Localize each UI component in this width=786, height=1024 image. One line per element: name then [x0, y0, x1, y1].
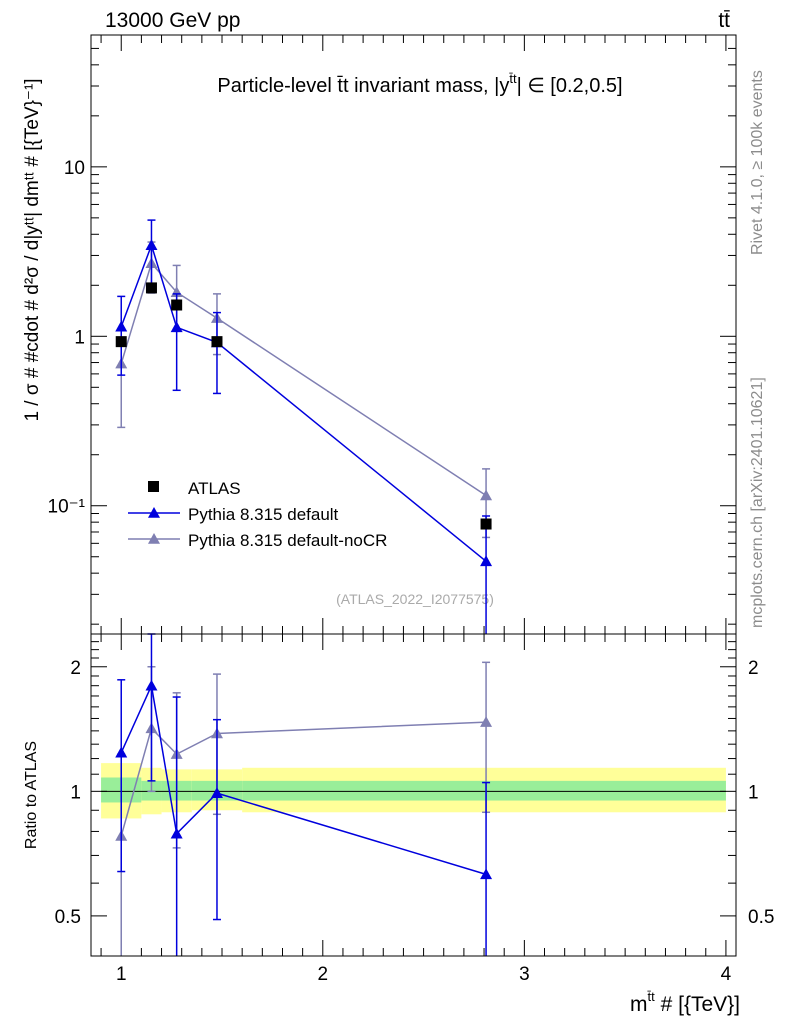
x-tick-label: 2: [318, 964, 329, 985]
main-panel: 10⁻¹ 1 10 Particle-level t̄t invariant mas…: [22, 34, 737, 635]
data-point: [210, 787, 223, 798]
ratio-y-tick-label: 1: [70, 782, 81, 803]
y-tick-label: 1: [74, 327, 85, 348]
data-point: [480, 555, 493, 567]
main-y-axis-label: 1 / σ # #cdot # d²σ / d|yᵗᵗ| dmᵗᵗ # [{Te…: [22, 78, 43, 421]
series-pythia-8-315-default-nocr: [115, 241, 493, 539]
y-tick-label: 10⁻¹: [48, 497, 86, 518]
ratio-y-axis-label: Ratio to ATLAS: [23, 741, 40, 849]
legend-label: Pythia 8.315 default-noCR: [188, 531, 387, 550]
series-pythia-8-315-default: [115, 633, 493, 956]
data-point: [171, 299, 183, 311]
data-point: [480, 489, 493, 501]
legend-label: Pythia 8.315 default: [188, 505, 339, 524]
data-point: [115, 746, 128, 758]
series-pythia-8-315-default: [115, 219, 493, 634]
ratio-y-tick-label-right: 0.5: [748, 907, 774, 928]
x-tick-label: 3: [519, 964, 530, 985]
x-axis-label: mt̄t # [{TeV}]: [630, 989, 740, 1016]
ratio-frame: [90, 633, 737, 957]
x-tick-label: 1: [116, 964, 127, 985]
header-right: tt̄: [718, 9, 730, 32]
header-left: 13000 GeV pp: [105, 9, 240, 32]
ratio-panel: 0.5 0.5 1 1 2 2 1 2 3 4 Ratio to ATLAS mt̄t # [{T…: [23, 633, 774, 1016]
data-point: [115, 336, 127, 348]
legend-marker: [148, 507, 160, 518]
mcplots-label: mcplots.cern.ch [arXiv:2401.10621]: [749, 377, 766, 628]
rivet-label: Rivet 4.1.0, ≥ 100k events: [749, 70, 766, 255]
stat-uncertainty-band: [242, 780, 726, 801]
legend-marker: [148, 481, 159, 492]
legend-marker: [148, 533, 160, 544]
watermark: (ATLAS_2022_I2077575): [336, 591, 494, 607]
legend: ATLAS Pythia 8.315 default Pythia 8.315 de…: [128, 479, 387, 550]
y-tick-label: 10: [64, 158, 85, 179]
data-point: [170, 321, 183, 333]
ratio-y-tick-label: 0.5: [55, 907, 81, 928]
ratio-y-tick-label: 2: [70, 658, 81, 679]
data-point: [145, 679, 158, 691]
x-tick-label: 4: [721, 964, 732, 985]
ratio-y-tick-label-right: 1: [748, 782, 759, 803]
ratio-y-tick-label-right: 2: [748, 658, 759, 679]
data-point: [145, 239, 158, 250]
data-point: [480, 868, 493, 880]
data-point: [115, 320, 128, 332]
series-atlas: [115, 282, 492, 530]
legend-label: ATLAS: [188, 479, 241, 498]
data-point: [145, 282, 157, 294]
main-title: Particle-level t̄t invariant mass, |yt̄t…: [217, 71, 622, 97]
data-point: [170, 827, 183, 839]
data-point: [480, 716, 493, 727]
data-point: [480, 518, 492, 530]
data-point: [211, 336, 223, 348]
